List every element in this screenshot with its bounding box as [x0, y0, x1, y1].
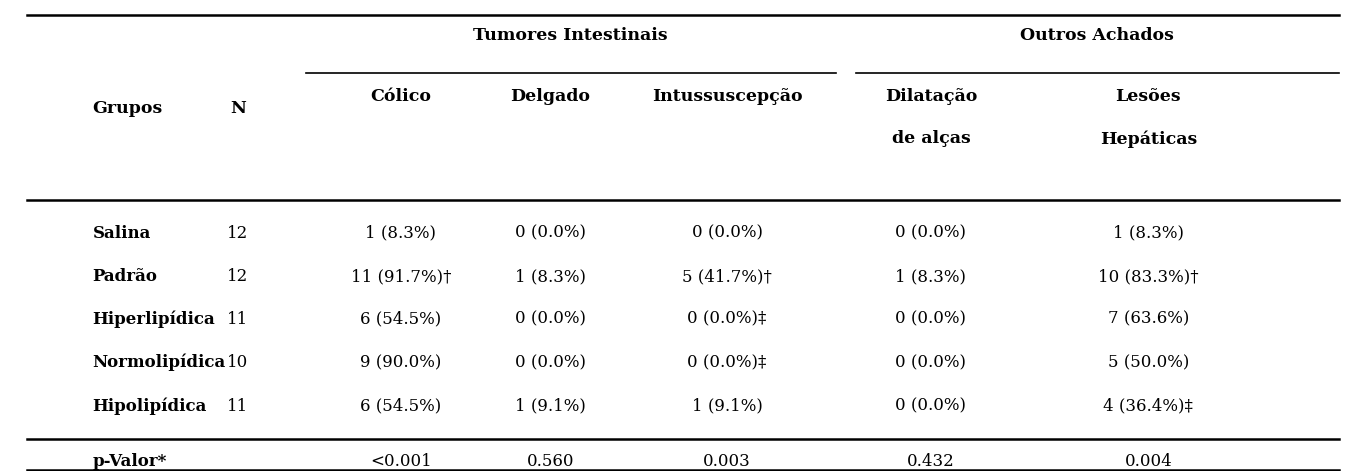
Text: 6 (54.5%): 6 (54.5%): [360, 311, 442, 328]
Text: 0 (0.0%): 0 (0.0%): [896, 311, 966, 328]
Text: 1 (8.3%): 1 (8.3%): [515, 268, 586, 285]
Text: Lesões: Lesões: [1116, 88, 1181, 105]
Text: p-Valor*: p-Valor*: [92, 453, 167, 470]
Text: 6 (54.5%): 6 (54.5%): [360, 398, 442, 414]
Text: 0 (0.0%)‡: 0 (0.0%)‡: [688, 311, 766, 328]
Text: 5 (41.7%)†: 5 (41.7%)†: [682, 268, 772, 285]
Text: 0.560: 0.560: [527, 453, 573, 470]
Text: 7 (63.6%): 7 (63.6%): [1108, 311, 1189, 328]
Text: Grupos: Grupos: [92, 100, 163, 117]
Text: Delgado: Delgado: [511, 88, 590, 105]
Text: 0 (0.0%): 0 (0.0%): [896, 225, 966, 242]
Text: 0 (0.0%): 0 (0.0%): [515, 311, 586, 328]
Text: Hepáticas: Hepáticas: [1099, 130, 1197, 148]
Text: Normolipídica: Normolipídica: [92, 354, 226, 372]
Text: Salina: Salina: [92, 225, 151, 242]
Text: Cólico: Cólico: [371, 88, 431, 105]
Text: 0.003: 0.003: [703, 453, 752, 470]
Text: 0 (0.0%)‡: 0 (0.0%)‡: [688, 354, 766, 371]
Text: 10 (83.3%)†: 10 (83.3%)†: [1098, 268, 1199, 285]
Text: 0 (0.0%): 0 (0.0%): [515, 354, 586, 371]
Text: N: N: [230, 100, 246, 117]
Text: Padrão: Padrão: [92, 268, 158, 285]
Text: 0.432: 0.432: [906, 453, 955, 470]
Text: de alças: de alças: [892, 130, 970, 147]
Text: 0 (0.0%): 0 (0.0%): [896, 354, 966, 371]
Text: Hipolipídica: Hipolipídica: [92, 397, 207, 415]
Text: 4 (36.4%)‡: 4 (36.4%)‡: [1104, 398, 1193, 414]
Text: 1 (8.3%): 1 (8.3%): [366, 225, 436, 242]
Text: 5 (50.0%): 5 (50.0%): [1108, 354, 1189, 371]
Text: <0.001: <0.001: [370, 453, 432, 470]
Text: Dilatação: Dilatação: [885, 88, 977, 105]
Text: 11: 11: [227, 398, 249, 414]
Text: 1 (8.3%): 1 (8.3%): [896, 268, 966, 285]
Text: 1 (9.1%): 1 (9.1%): [692, 398, 762, 414]
Text: Hiperlipídica: Hiperlipídica: [92, 310, 215, 328]
Text: Intussuscepção: Intussuscepção: [652, 88, 802, 105]
Text: 1 (9.1%): 1 (9.1%): [515, 398, 586, 414]
Text: 11 (91.7%)†: 11 (91.7%)†: [351, 268, 451, 285]
Text: 10: 10: [227, 354, 249, 371]
Text: 9 (90.0%): 9 (90.0%): [360, 354, 442, 371]
Text: 0 (0.0%): 0 (0.0%): [692, 225, 762, 242]
Text: 0 (0.0%): 0 (0.0%): [896, 398, 966, 414]
Text: 1 (8.3%): 1 (8.3%): [1113, 225, 1184, 242]
Text: Tumores Intestinais: Tumores Intestinais: [473, 27, 669, 44]
Text: 0 (0.0%): 0 (0.0%): [515, 225, 586, 242]
Text: 0.004: 0.004: [1124, 453, 1173, 470]
Text: 11: 11: [227, 311, 249, 328]
Text: Outros Achados: Outros Achados: [1021, 27, 1174, 44]
Text: 12: 12: [227, 268, 249, 285]
Text: 12: 12: [227, 225, 249, 242]
